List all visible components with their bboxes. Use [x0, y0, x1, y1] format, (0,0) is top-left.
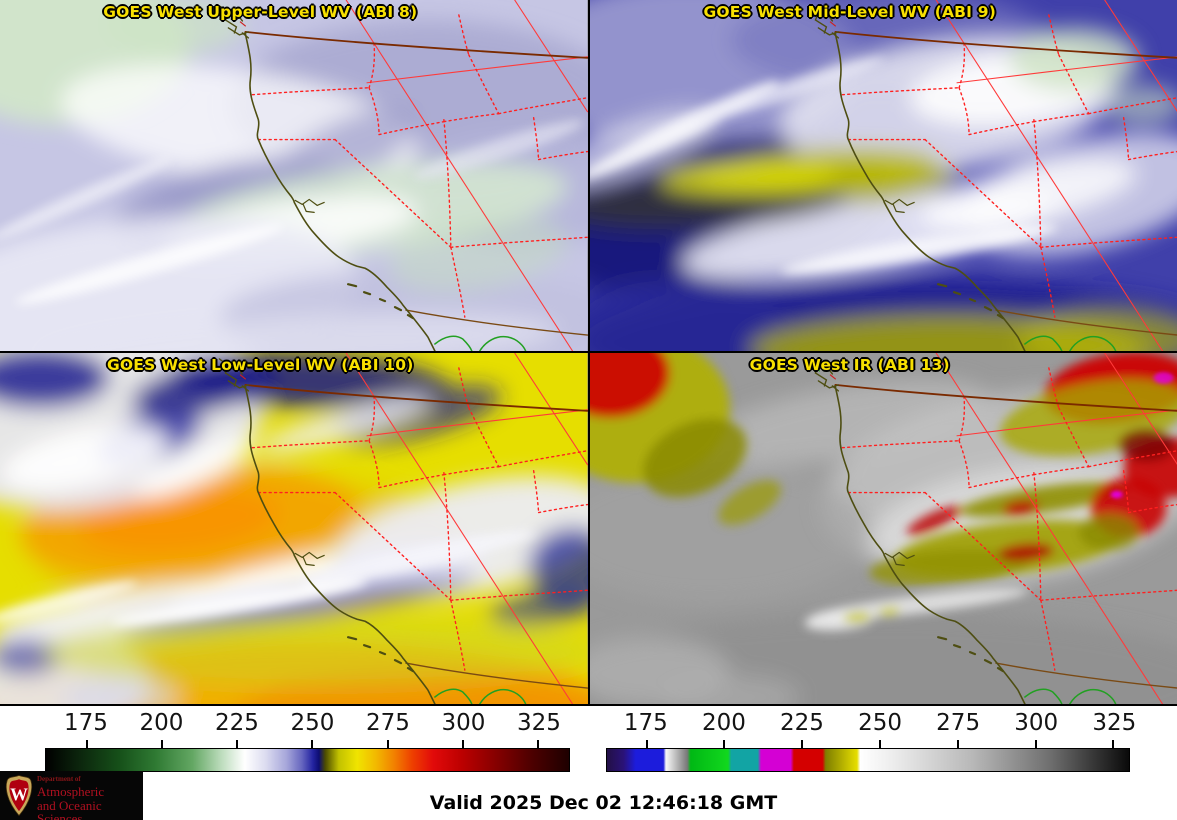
panel-low-level-wv: GOES West Low-Level WV (ABI 10)	[0, 353, 588, 704]
satellite-imagery-ir	[589, 353, 1177, 704]
colorbar-tick-label: 300	[441, 710, 486, 736]
valid-timestamp: Valid 2025 Dec 02 12:46:18 GMT	[429, 792, 778, 814]
panel-title: GOES West Upper-Level WV (ABI 8)	[103, 3, 418, 21]
colorbar-tick-mark	[723, 740, 726, 748]
colorbar-tick-label: 225	[214, 710, 259, 736]
colorbar-tick-mark	[1034, 740, 1037, 748]
panel-title: GOES West IR (ABI 13)	[749, 356, 950, 374]
colorbar-tick-label: 175	[623, 710, 668, 736]
colorbar-tick-label: 225	[780, 710, 824, 736]
colorbar-ir-gradient	[606, 740, 1130, 772]
satellite-imagery-low-wv	[0, 353, 588, 704]
colorbar-tick-mark	[236, 740, 239, 748]
panel-ir: GOES West IR (ABI 13)	[589, 353, 1177, 704]
colorbar-tick-label: 275	[936, 710, 981, 736]
colorbar-tick-mark	[461, 740, 464, 748]
colorbar-tick-label: 200	[139, 710, 184, 736]
colorbar-tick-label: 300	[1014, 710, 1059, 736]
colorbar-wv-gradient	[45, 740, 570, 772]
colorbar-tick-mark	[645, 740, 648, 748]
panel-title: GOES West Low-Level WV (ABI 10)	[106, 356, 414, 374]
uw-aos-logo[interactable]: W Department of Atmospheric and Oceanic …	[0, 771, 143, 820]
colorbar-tick-label: 200	[701, 710, 746, 736]
colorbar-tick-label: 250	[858, 710, 902, 736]
logo-oceanic-line: and Oceanic Sciences	[37, 798, 102, 820]
colorbar-tick-mark	[801, 740, 804, 748]
colorbar-tick-label: 250	[290, 710, 335, 736]
colorbar-tick-mark	[1112, 740, 1115, 748]
colorbar-tick-mark	[386, 740, 389, 748]
colorbar-tick-label: 175	[63, 710, 108, 736]
colorbar-wv: 175 200 225 250 275 300 325	[45, 708, 570, 774]
colorbar-tick-label: 275	[365, 710, 410, 736]
panel-title: GOES West Mid-Level WV (ABI 9)	[703, 3, 997, 21]
panel-mid-level-wv: GOES West Mid-Level WV (ABI 9)	[589, 0, 1177, 351]
colorbar-wv-labels: 175 200 225 250 275 300 325	[45, 710, 570, 740]
uw-aos-logo-text: Department of Atmospheric and Oceanic Sc…	[37, 776, 143, 820]
colorbar-tick-mark	[311, 740, 314, 748]
logo-dept-line: Department of	[37, 775, 81, 783]
colorbar-tick-label: 325	[1092, 710, 1137, 736]
uw-crest-icon: W	[5, 775, 33, 817]
satellite-quad-grid: GOES West Upper-Level WV (ABI 8)	[0, 0, 1177, 706]
colorbar-tick-mark	[879, 740, 881, 748]
satellite-imagery-mid-wv	[589, 0, 1177, 351]
panel-upper-level-wv: GOES West Upper-Level WV (ABI 8)	[0, 0, 588, 351]
colorbar-tick-mark	[161, 740, 163, 748]
footer-strip: 175 200 225 250 275 300 325 175 200 225 250 275 300…	[0, 706, 1177, 820]
colorbar-tick-mark	[537, 740, 540, 748]
svg-text:W: W	[10, 785, 28, 805]
colorbar-ir-labels: 175 200 225 250 275 300 325	[606, 710, 1136, 740]
colorbar-ir: 175 200 225 250 275 300 325	[606, 708, 1136, 774]
colorbar-tick-label: 325	[516, 710, 561, 736]
logo-atmospheric-line: Atmospheric	[37, 784, 105, 799]
colorbar-tick-mark	[85, 740, 88, 748]
satellite-imagery-upper-wv	[0, 0, 588, 351]
colorbar-tick-mark	[956, 740, 959, 748]
